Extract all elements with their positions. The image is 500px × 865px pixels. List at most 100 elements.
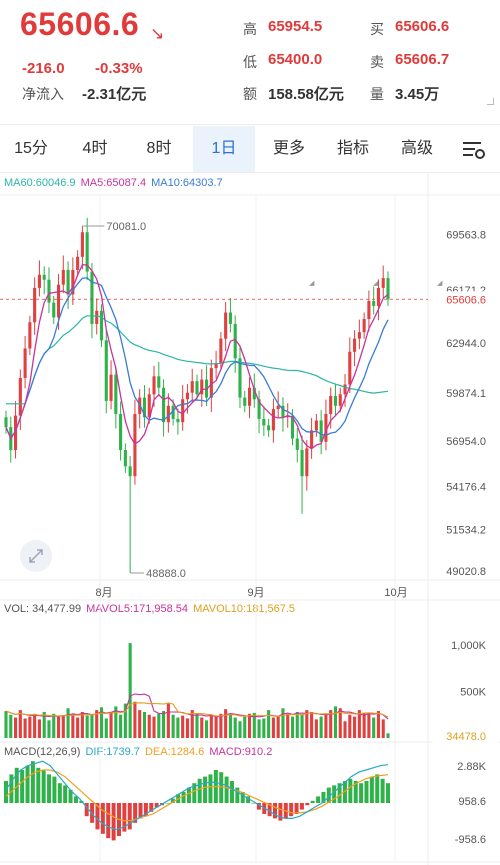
macd-histogram-bar — [289, 803, 294, 817]
volume-bar — [133, 701, 137, 738]
candle-body — [219, 338, 223, 364]
candle-body — [162, 387, 166, 423]
macd-histogram-bar — [342, 781, 347, 803]
candle-body — [128, 466, 132, 477]
macd-histogram-bar — [25, 765, 30, 803]
macd-histogram-bar — [203, 776, 208, 803]
indicators-dropdown-icon: ◢ — [373, 280, 379, 287]
macd-histogram-bar — [386, 783, 390, 803]
volume-bar — [23, 718, 27, 738]
fullscreen-button[interactable] — [20, 540, 52, 572]
candle-body — [47, 279, 51, 303]
candle-body — [314, 420, 318, 431]
price-change-pct: -0.33% — [95, 60, 143, 77]
volume-bar — [386, 733, 390, 738]
candle-body — [176, 418, 180, 423]
volume-bar — [162, 711, 166, 738]
macd-histogram-bar — [316, 796, 321, 803]
advanced-dropdown-icon: ◢ — [437, 280, 443, 287]
macd-histogram-bar — [154, 803, 159, 808]
candle-body — [267, 425, 271, 431]
tab-1d[interactable]: 1日 — [193, 126, 255, 172]
macd-histogram-bar — [95, 803, 100, 830]
tab-4h[interactable]: 4时 — [82, 140, 108, 157]
volume-bar — [200, 717, 204, 738]
volume-bar — [228, 713, 232, 738]
volume-bar — [353, 716, 357, 738]
macd-histogram-bar — [122, 803, 127, 832]
candle-body — [329, 395, 333, 414]
macd-histogram-bar — [353, 781, 358, 803]
volume-bar — [257, 719, 261, 738]
candle-body — [56, 284, 61, 318]
volume-bar — [33, 713, 37, 738]
candle-body — [33, 287, 37, 323]
candle-body — [52, 302, 56, 318]
candle-body — [28, 322, 32, 349]
volume-bar — [357, 710, 361, 738]
macd-histogram-bar — [186, 787, 191, 803]
candle-body — [300, 450, 304, 477]
price-axis-tick-label: 51534.2 — [446, 525, 486, 537]
candle-body — [157, 376, 161, 388]
volume-bar — [362, 712, 366, 738]
tab-more[interactable]: 更多 — [272, 140, 305, 157]
candle-body — [114, 374, 118, 414]
volume-bar — [85, 715, 89, 738]
candle-body — [286, 415, 290, 418]
chart-settings-icon[interactable] — [461, 139, 487, 161]
volume-bar — [171, 714, 175, 738]
dif-line — [5, 760, 389, 831]
volume-bar — [9, 714, 13, 738]
candle-body — [37, 274, 41, 288]
macd-histogram-bar — [305, 803, 310, 806]
candle-body — [353, 338, 357, 352]
macd-histogram-bar — [4, 781, 8, 803]
volume-bar — [381, 719, 385, 738]
volume-bar — [185, 718, 190, 738]
sell-label: 卖 — [370, 54, 384, 70]
candle-body — [276, 405, 280, 410]
tab-8h[interactable]: 8时 — [146, 140, 172, 157]
candle-body — [152, 376, 156, 395]
macd-histogram-bar — [337, 783, 342, 803]
macd-histogram-bar — [348, 778, 353, 803]
macd-histogram-bar — [133, 803, 138, 823]
volume-bar — [56, 716, 61, 738]
mavol10-legend: MAVOL10:181,567.5 — [193, 603, 296, 615]
volume-bar — [76, 717, 80, 738]
tab-advanced[interactable]: 高级 — [400, 140, 433, 157]
macd-histogram-bar — [111, 803, 116, 841]
candle-body — [367, 301, 371, 320]
macd-histogram-bar — [251, 803, 256, 804]
candle-body — [338, 394, 342, 406]
volume-bar — [238, 721, 242, 738]
volume-bar — [319, 716, 323, 738]
candle-body — [18, 377, 22, 416]
volume-bar — [281, 708, 285, 738]
macd-histogram-bar — [63, 785, 68, 803]
macd-histogram-bar — [208, 774, 213, 803]
more-dropdown-icon: ◢ — [309, 280, 315, 287]
volume-bar — [233, 717, 237, 738]
tab-indicators[interactable]: 指标 — [336, 140, 369, 157]
macd-histogram-bar — [36, 767, 41, 803]
low-marker-label: 48888.0 — [146, 568, 186, 580]
macd-histogram-bar — [52, 776, 57, 803]
candle-body — [109, 374, 113, 401]
candle-body — [171, 405, 175, 419]
tab-15min[interactable]: 15分 — [14, 140, 48, 157]
expand-corner-icon[interactable] — [487, 98, 494, 105]
volume-bar — [195, 713, 199, 738]
candle-body — [190, 381, 194, 393]
volume-axis-tick-label: 500K — [460, 687, 486, 699]
candle-body — [381, 278, 385, 288]
macd-histogram-bar — [294, 803, 299, 814]
candle-body — [357, 332, 361, 339]
candle-body — [324, 413, 328, 442]
macd-histogram-bar — [165, 803, 170, 804]
amount-label: 额 — [243, 86, 257, 102]
macd-histogram-bar — [246, 796, 251, 803]
macd-axis-tick-label: -958.6 — [455, 834, 486, 846]
